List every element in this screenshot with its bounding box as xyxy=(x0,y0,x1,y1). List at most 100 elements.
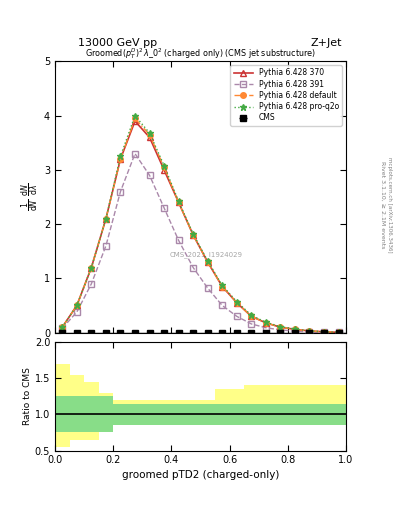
Pythia 6.428 391 xyxy=(89,281,94,287)
Pythia 6.428 pro-q2o xyxy=(176,198,181,204)
Pythia 6.428 370 xyxy=(162,167,167,173)
Bar xyxy=(128,400,142,425)
Y-axis label: $\frac{1}{\mathrm{d}N}\ \frac{\mathrm{d}N}{\mathrm{d}\lambda}$: $\frac{1}{\mathrm{d}N}\ \frac{\mathrm{d}… xyxy=(20,183,41,211)
Pythia 6.428 pro-q2o xyxy=(118,153,123,159)
Pythia 6.428 default xyxy=(191,232,196,238)
Text: Z+Jet: Z+Jet xyxy=(310,38,342,49)
Pythia 6.428 pro-q2o xyxy=(89,265,94,271)
Pythia 6.428 pro-q2o xyxy=(292,326,297,332)
Pythia 6.428 370 xyxy=(60,324,64,330)
Text: 13000 GeV pp: 13000 GeV pp xyxy=(78,38,158,49)
Pythia 6.428 default xyxy=(278,324,283,330)
Bar xyxy=(215,389,230,425)
Bar xyxy=(317,403,331,425)
Pythia 6.428 default xyxy=(60,324,64,330)
Bar xyxy=(259,386,273,425)
Bar xyxy=(317,386,331,425)
Bar xyxy=(128,403,142,425)
Pythia 6.428 pro-q2o xyxy=(322,329,327,335)
Y-axis label: Ratio to CMS: Ratio to CMS xyxy=(23,368,32,425)
Pythia 6.428 pro-q2o xyxy=(234,298,239,305)
Pythia 6.428 370 xyxy=(263,320,268,326)
Pythia 6.428 default xyxy=(322,329,327,335)
Line: Pythia 6.428 default: Pythia 6.428 default xyxy=(59,116,342,335)
Pythia 6.428 391 xyxy=(336,329,341,335)
Bar xyxy=(99,393,113,433)
Text: Rivet 3.1.10, ≥ 2.1M events: Rivet 3.1.10, ≥ 2.1M events xyxy=(381,161,386,248)
Pythia 6.428 default xyxy=(118,156,123,162)
Pythia 6.428 370 xyxy=(220,284,225,290)
Bar xyxy=(302,403,317,425)
Bar xyxy=(244,386,259,425)
Pythia 6.428 391 xyxy=(234,313,239,319)
Pythia 6.428 370 xyxy=(191,232,196,238)
Pythia 6.428 391 xyxy=(249,321,254,327)
Pythia 6.428 391 xyxy=(162,205,167,211)
Bar xyxy=(70,396,84,433)
Pythia 6.428 default xyxy=(292,326,297,332)
Pythia 6.428 pro-q2o xyxy=(278,324,283,330)
Pythia 6.428 default xyxy=(249,313,254,319)
Pythia 6.428 370 xyxy=(118,156,123,162)
Pythia 6.428 default xyxy=(89,265,94,271)
Pythia 6.428 370 xyxy=(133,118,138,124)
Bar xyxy=(331,386,346,425)
Bar xyxy=(230,389,244,425)
Pythia 6.428 default xyxy=(75,303,79,309)
Pythia 6.428 default xyxy=(307,328,312,334)
Pythia 6.428 pro-q2o xyxy=(133,113,138,119)
Pythia 6.428 pro-q2o xyxy=(104,216,108,222)
Pythia 6.428 370 xyxy=(104,216,108,222)
Bar xyxy=(230,403,244,425)
Pythia 6.428 pro-q2o xyxy=(191,231,196,237)
Pythia 6.428 370 xyxy=(249,313,254,319)
Pythia 6.428 370 xyxy=(89,265,94,271)
Bar xyxy=(273,386,288,425)
Text: CMS_2021_I1924029: CMS_2021_I1924029 xyxy=(170,252,243,259)
Bar xyxy=(84,382,99,440)
Bar xyxy=(186,403,200,425)
Pythia 6.428 default xyxy=(336,329,341,335)
Pythia 6.428 pro-q2o xyxy=(206,258,210,264)
Pythia 6.428 391 xyxy=(133,151,138,157)
Pythia 6.428 pro-q2o xyxy=(336,329,341,335)
Pythia 6.428 default xyxy=(133,115,138,121)
Bar xyxy=(157,400,171,425)
Pythia 6.428 pro-q2o xyxy=(307,328,312,334)
Bar xyxy=(142,400,157,425)
Pythia 6.428 370 xyxy=(234,300,239,306)
Pythia 6.428 pro-q2o xyxy=(60,324,64,330)
Bar xyxy=(70,375,84,440)
Pythia 6.428 391 xyxy=(322,329,327,335)
Bar xyxy=(200,400,215,425)
Pythia 6.428 391 xyxy=(278,327,283,333)
Bar xyxy=(55,364,70,447)
Pythia 6.428 391 xyxy=(176,238,181,244)
Bar xyxy=(99,396,113,433)
Pythia 6.428 370 xyxy=(147,134,152,140)
Pythia 6.428 391 xyxy=(60,325,64,331)
Bar xyxy=(171,403,186,425)
Pythia 6.428 default xyxy=(104,216,108,222)
Pythia 6.428 default xyxy=(176,199,181,205)
Pythia 6.428 pro-q2o xyxy=(263,319,268,325)
Pythia 6.428 391 xyxy=(206,285,210,291)
Pythia 6.428 370 xyxy=(176,199,181,205)
Pythia 6.428 370 xyxy=(336,329,341,335)
Pythia 6.428 default xyxy=(147,132,152,138)
Text: mcplots.cern.ch [arXiv:1306.3436]: mcplots.cern.ch [arXiv:1306.3436] xyxy=(387,157,391,252)
Pythia 6.428 391 xyxy=(263,325,268,331)
Pythia 6.428 391 xyxy=(307,329,312,335)
X-axis label: groomed pTD2 (charged-only): groomed pTD2 (charged-only) xyxy=(122,470,279,480)
Line: Pythia 6.428 370: Pythia 6.428 370 xyxy=(59,118,342,335)
Bar xyxy=(331,403,346,425)
Line: Pythia 6.428 391: Pythia 6.428 391 xyxy=(59,151,342,335)
Pythia 6.428 391 xyxy=(75,309,79,315)
Pythia 6.428 pro-q2o xyxy=(249,312,254,318)
Bar xyxy=(288,386,302,425)
Bar xyxy=(157,403,171,425)
Pythia 6.428 391 xyxy=(118,188,123,195)
Line: Pythia 6.428 pro-q2o: Pythia 6.428 pro-q2o xyxy=(59,112,342,336)
Bar xyxy=(113,403,128,425)
Bar xyxy=(244,403,259,425)
